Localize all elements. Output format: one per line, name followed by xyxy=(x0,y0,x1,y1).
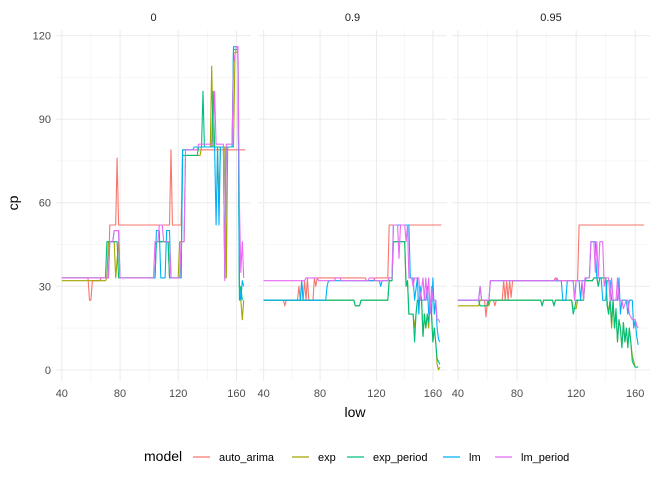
legend-title: model xyxy=(144,448,182,464)
x-tick-label: 80 xyxy=(114,388,126,400)
y-tick-label: 0 xyxy=(45,365,51,377)
legend-item-lm: lm xyxy=(443,452,481,464)
series-line-auto_arima xyxy=(263,224,442,307)
panel-0.95: 0.95 xyxy=(452,12,650,381)
axes: 40 80 120 160 0 30 60 90 120 40 80 120 160 40 80 120 160 xyxy=(33,31,645,400)
x-tick-label: 80 xyxy=(314,388,326,400)
y-tick-label: 60 xyxy=(39,198,51,210)
panel-0.9: 0.9 xyxy=(258,12,447,381)
series-line-lm xyxy=(61,46,245,301)
y-tick-label: 90 xyxy=(39,114,51,126)
x-tick-label: 160 xyxy=(626,388,644,400)
x-tick-label: 80 xyxy=(511,388,523,400)
x-tick-label: 160 xyxy=(424,388,442,400)
legend-item-exp: exp xyxy=(292,452,336,464)
series-line-lm_period xyxy=(263,224,441,323)
legend-item-lm_period: lm_period xyxy=(495,452,569,464)
series-line-auto_arima xyxy=(457,224,645,318)
x-tick-label: 120 xyxy=(367,388,385,400)
series-line-lm xyxy=(263,224,441,343)
x-tick-label: 120 xyxy=(567,388,585,400)
y-axis-title: cp xyxy=(5,195,21,210)
legend-label: exp xyxy=(318,452,336,464)
x-tick-label: 40 xyxy=(56,388,68,400)
legend-item-exp_period: exp_period xyxy=(347,452,427,464)
series-line-lm_period xyxy=(61,46,245,282)
series-line-lm_period xyxy=(457,241,639,329)
x-tick-label: 160 xyxy=(227,388,245,400)
x-axis-title: low xyxy=(344,404,366,420)
facet-label: 0.9 xyxy=(345,12,360,24)
facet-panels: 0 0.9 0.95 xyxy=(56,12,650,381)
y-tick-label: 30 xyxy=(39,281,51,293)
legend-label: lm xyxy=(469,452,481,464)
legend-label: auto_arima xyxy=(219,452,275,464)
series-line-exp xyxy=(61,51,245,321)
x-tick-label: 40 xyxy=(258,388,270,400)
legend-item-auto_arima: auto_arima xyxy=(193,452,275,464)
series-line-lm xyxy=(457,241,639,345)
x-tick-label: 40 xyxy=(452,388,464,400)
legend-label: lm_period xyxy=(521,452,569,464)
facet-label: 0 xyxy=(150,12,156,24)
series-line-auto_arima xyxy=(61,149,246,301)
legend: model auto_arima exp exp_period lm lm_period xyxy=(144,448,569,464)
series-line-exp xyxy=(263,241,441,371)
x-tick-label: 120 xyxy=(169,388,187,400)
legend-label: exp_period xyxy=(373,452,427,464)
facet-label: 0.95 xyxy=(540,12,561,24)
y-tick-label: 120 xyxy=(33,31,51,43)
series-line-exp_period xyxy=(263,241,441,365)
panel-0: 0 xyxy=(56,12,251,381)
